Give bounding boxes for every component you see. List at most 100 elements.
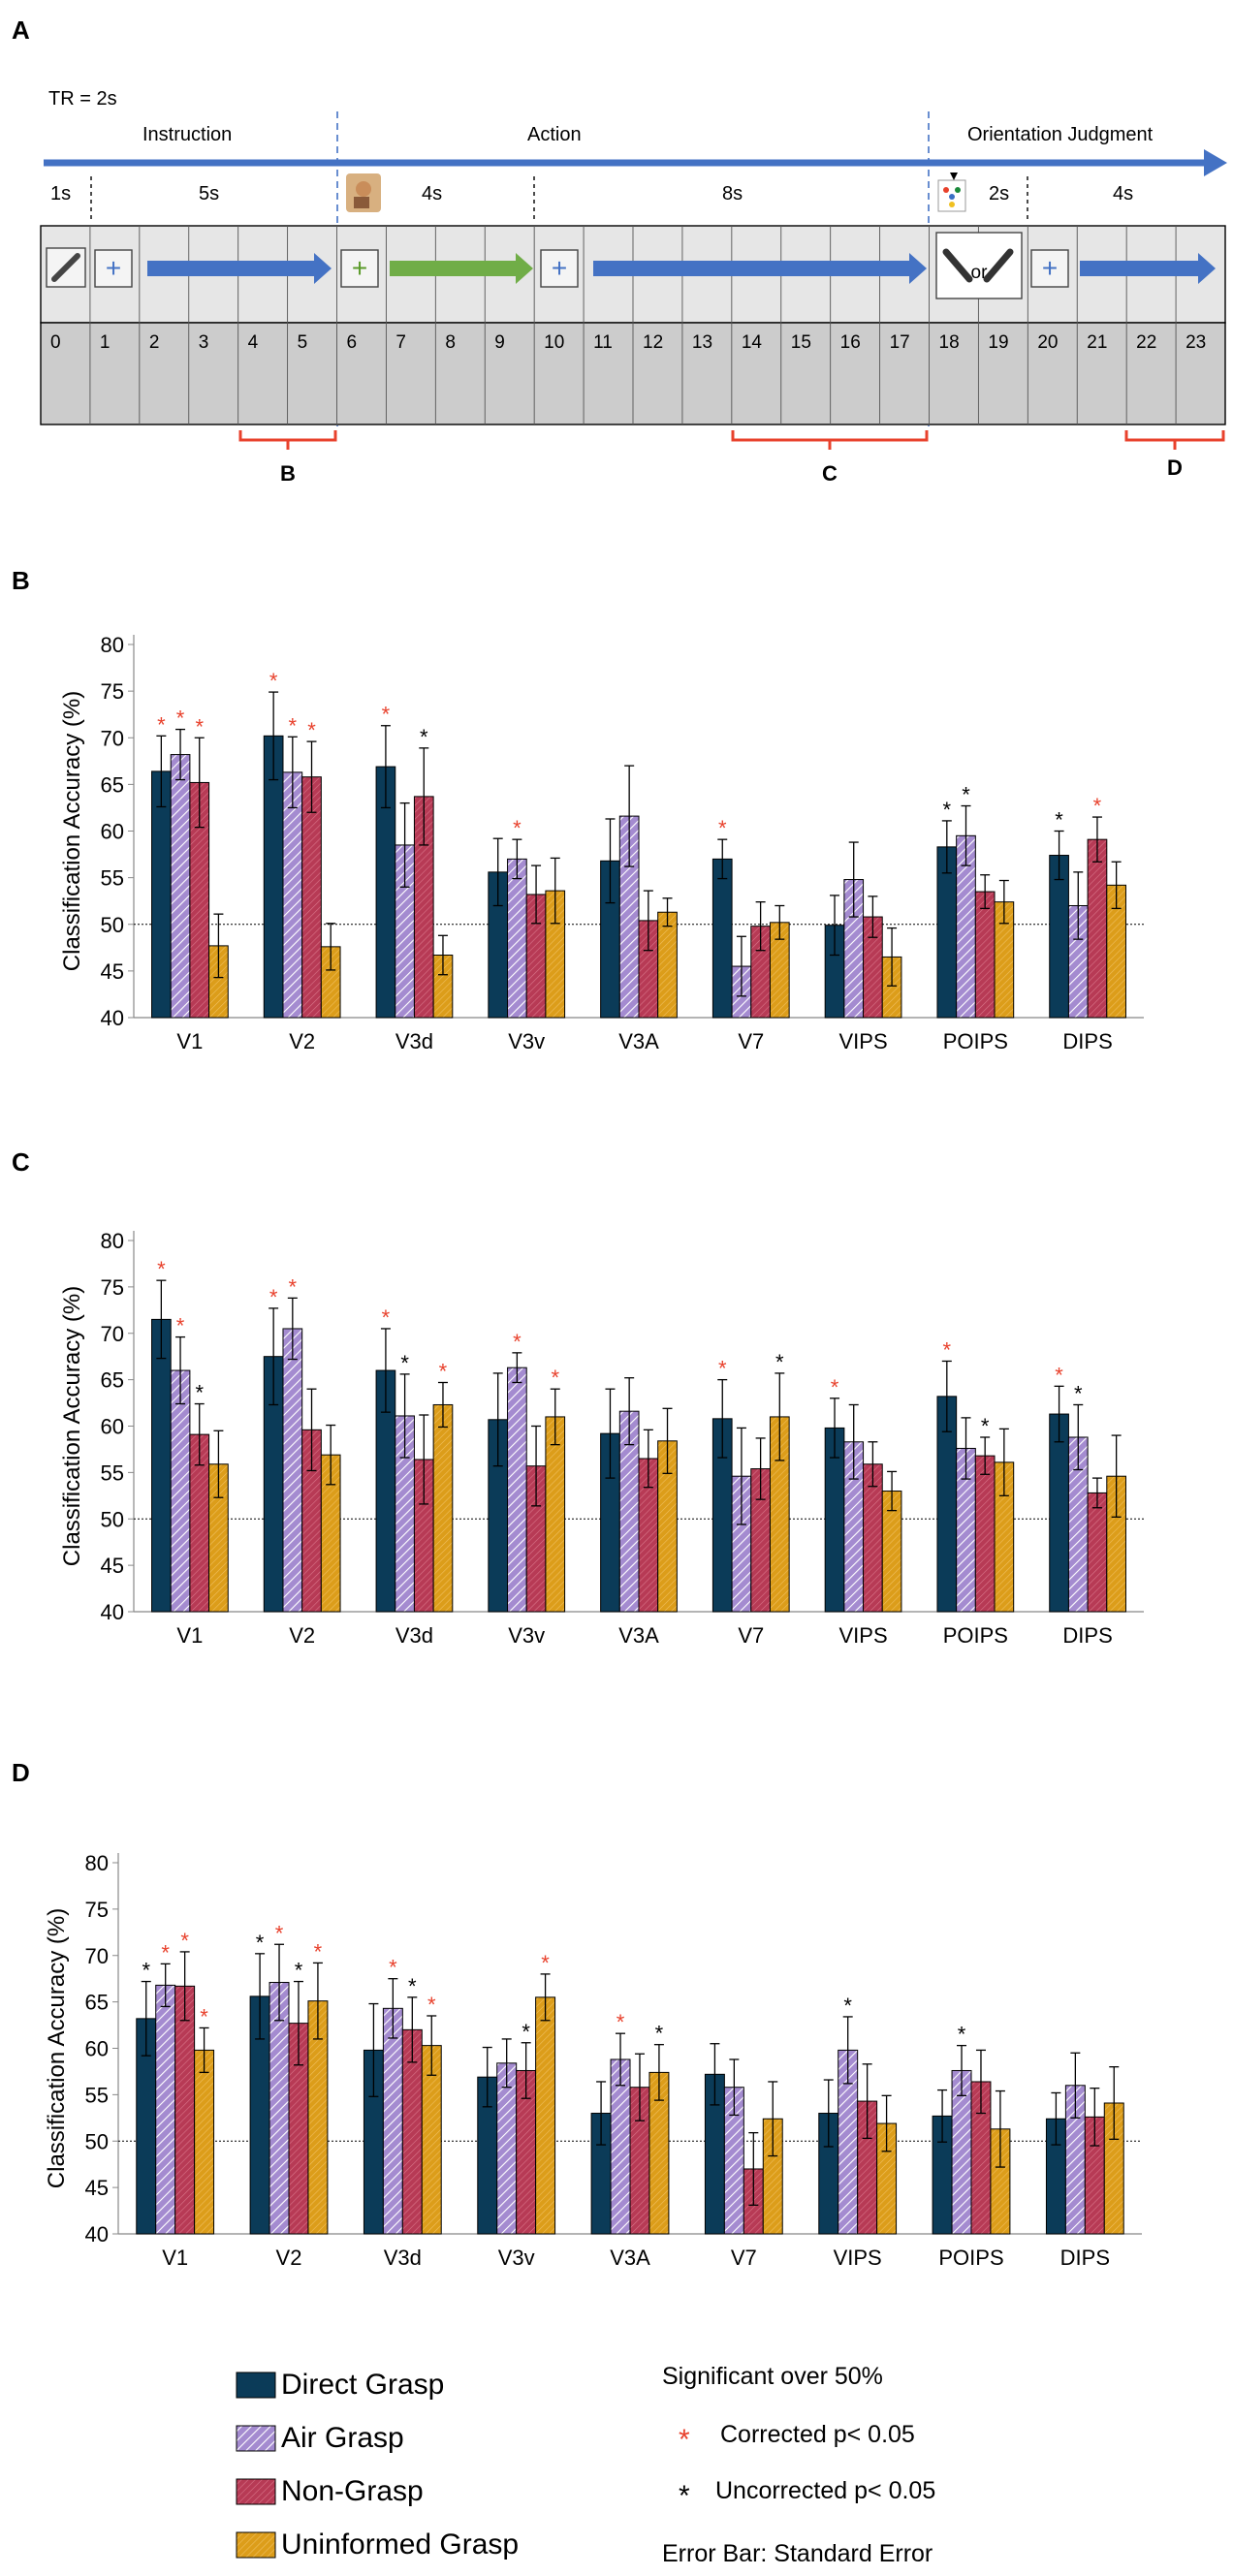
significance-asterisk: *	[943, 798, 952, 822]
y-tick-label-65: 65	[85, 1991, 109, 2015]
x-tick-label-v7: V7	[738, 1623, 764, 1648]
panel-a-timeline: A TR = 2s Instruction Action Orientation…	[12, 16, 1227, 486]
y-tick-label-75: 75	[101, 1275, 124, 1300]
legend-swatch-uninformed-grasp	[236, 2531, 276, 2559]
asterisk-uncorrected-icon: *	[679, 2480, 690, 2512]
significance-asterisk: *	[382, 703, 391, 727]
x-tick-label-v3d: V3d	[395, 1029, 433, 1053]
duration-5s: 5s	[199, 183, 219, 204]
fixation-cross-icon: +	[94, 249, 133, 288]
bar-v1-direct-grasp	[151, 770, 172, 1019]
bar-v3v-air-grasp	[507, 1367, 527, 1613]
significance-asterisk: *	[962, 783, 970, 807]
timeline-grid: 0 1 2 3 4 5 6 7 8 9 10 11 12 13 14 15 16 17 18 19 20 21 22 23	[40, 225, 1226, 425]
significance-asterisk: *	[420, 725, 428, 749]
legend-corrected: Corrected p< 0.05	[720, 2421, 915, 2448]
significance-asterisk: *	[289, 1274, 298, 1299]
svg-text:+: +	[552, 253, 567, 283]
significance-asterisk: *	[142, 1959, 150, 1983]
bar-v7-direct-grasp	[711, 858, 733, 1019]
bar-v2-air-grasp	[282, 771, 303, 1019]
x-tick-label-v1: V1	[176, 1029, 203, 1053]
bar-v3a-uninformed-grasp	[657, 911, 678, 1019]
y-tick-label-50: 50	[101, 1507, 124, 1531]
phase-action: Action	[527, 124, 582, 145]
y-tick-label-40: 40	[101, 1600, 124, 1624]
y-tick-label-60: 60	[101, 820, 124, 844]
chart-panel-c: 40 45 50 55 60 65 70 75 80 Classification Accurac…	[59, 1229, 1144, 1648]
svg-text:+: +	[106, 253, 121, 283]
x-tick-label-v1: V1	[176, 1623, 203, 1648]
y-tick-label-65: 65	[101, 772, 124, 797]
x-tick-label-dips: DIPS	[1062, 1029, 1112, 1053]
significance-asterisk: *	[314, 1939, 323, 1963]
x-tick-label-vips: VIPS	[834, 2246, 882, 2270]
significance-asterisk: *	[551, 1366, 559, 1390]
y-tick-label-50: 50	[85, 2129, 109, 2153]
timeline-volume-13: 13	[692, 332, 712, 353]
timeline-volume-0: 0	[50, 332, 61, 353]
x-tick-label-poips: POIPS	[938, 2246, 1003, 2270]
significance-asterisk: *	[389, 1956, 397, 1980]
svg-text:+: +	[352, 253, 367, 283]
bar-v1-non-grasp	[174, 1985, 196, 2235]
significance-asterisk: *	[843, 1994, 852, 2018]
significance-asterisk: *	[161, 1940, 170, 1964]
timeline-volume-15: 15	[791, 332, 811, 353]
legend-swatch-air-grasp	[236, 2425, 276, 2452]
timeline-volume-7: 7	[395, 332, 406, 353]
timeline-arrow	[44, 149, 1227, 176]
fixation-cross-icon-2: +	[540, 249, 579, 288]
y-tick-label-50: 50	[101, 913, 124, 937]
timeline-volume-8: 8	[445, 332, 456, 353]
timeline-volume-2: 2	[149, 332, 160, 353]
significance-asterisk: *	[176, 707, 185, 731]
timeline-volume-23: 23	[1186, 332, 1206, 353]
x-tick-label-v3v: V3v	[508, 1623, 545, 1648]
bar-v3v-uninformed-grasp	[545, 1416, 566, 1613]
fixation-cross-icon-3: +	[1030, 249, 1069, 288]
y-tick-label-55: 55	[85, 2083, 109, 2107]
significance-asterisk: *	[157, 712, 166, 737]
y-tick-label-70: 70	[85, 1944, 109, 1968]
chart-panel-b: 40 45 50 55 60 65 70 75 80 Classification Accurac…	[59, 633, 1144, 1053]
significance-asterisk: *	[275, 1921, 284, 1945]
duration-8s: 8s	[722, 183, 743, 204]
y-axis-label: Classification Accuracy (%)	[59, 691, 85, 971]
timeline-volume-5: 5	[298, 332, 308, 353]
bar-v1-air-grasp	[170, 1369, 191, 1613]
y-tick-label-60: 60	[101, 1415, 124, 1439]
bar-dips-non-grasp	[1087, 1492, 1108, 1613]
asterisk-corrected-icon: *	[679, 2424, 690, 2456]
legend-label-air-grasp: Air Grasp	[281, 2422, 404, 2454]
y-tick-label-70: 70	[101, 726, 124, 750]
significance-asterisk: *	[176, 1314, 185, 1338]
timeline-volume-11: 11	[593, 332, 613, 353]
x-tick-label-v3v: V3v	[498, 2246, 535, 2270]
timeline-volume-19: 19	[988, 332, 1008, 353]
x-tick-label-v3d: V3d	[395, 1623, 433, 1648]
or-text: or	[971, 263, 989, 283]
y-tick-label-45: 45	[85, 2176, 109, 2200]
y-axis-label: Classification Accuracy (%)	[44, 1908, 70, 2188]
timeline-volume-16: 16	[840, 332, 861, 353]
y-tick-label-80: 80	[101, 633, 124, 657]
x-tick-label-v2: V2	[289, 1623, 315, 1648]
significance-asterisk: *	[616, 2010, 625, 2034]
phase-orientation-judgment: Orientation Judgment	[967, 124, 1154, 145]
duration-4s-action: 4s	[422, 183, 442, 204]
timeline-volume-18: 18	[939, 332, 960, 353]
chart-panel-d: 40 45 50 55 60 65 70 75 80 Classification Accurac…	[44, 1851, 1142, 2270]
bracket-d-label: D	[1167, 456, 1183, 480]
legend-error-bar: Error Bar: Standard Error	[662, 2540, 933, 2567]
significance-asterisk: *	[655, 2022, 664, 2046]
significance-asterisk: *	[981, 1414, 990, 1438]
svg-text:+: +	[1042, 253, 1058, 283]
y-tick-label-70: 70	[101, 1322, 124, 1346]
x-tick-label-v3v: V3v	[508, 1029, 545, 1053]
panel-d-label: D	[12, 1758, 30, 1787]
significance-asterisk: *	[256, 1931, 265, 1955]
significance-asterisk: *	[943, 1337, 952, 1362]
x-tick-label-v2: V2	[289, 1029, 315, 1053]
duration-2s: 2s	[989, 183, 1009, 204]
